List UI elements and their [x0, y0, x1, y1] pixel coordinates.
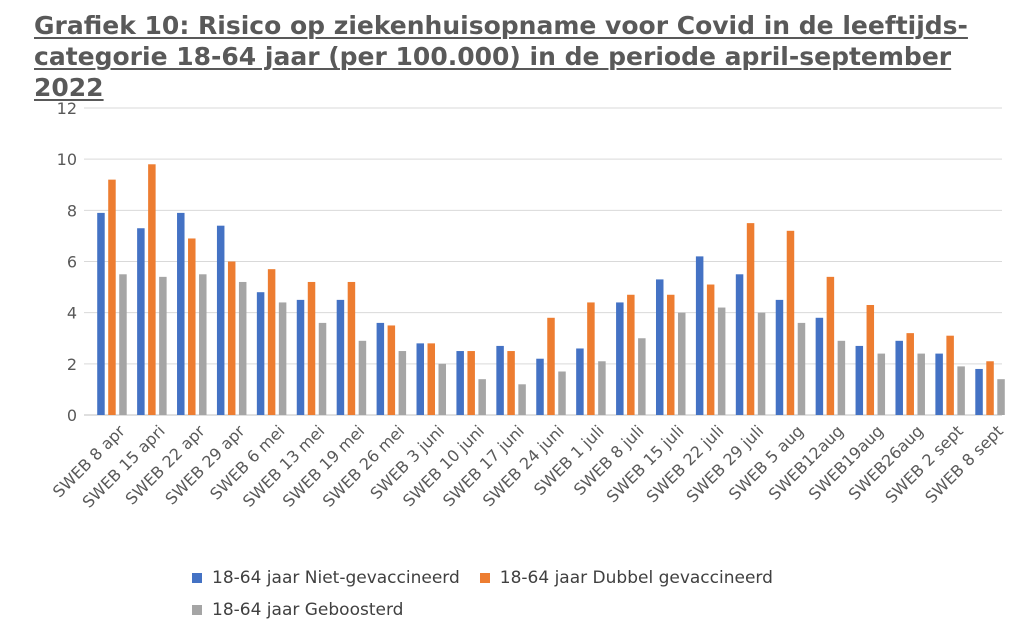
bar — [416, 343, 425, 415]
bar — [119, 274, 127, 415]
legend-label-dubbel-gevaccineerd: 18-64 jaar Dubbel gevaccineerd — [499, 568, 773, 588]
legend-swatch-niet-gevaccineerd — [192, 573, 202, 583]
bar — [598, 361, 606, 415]
y-tick-label: 6 — [67, 253, 77, 272]
bar — [227, 261, 236, 415]
legend-row-1: 18-64 jaar Niet-gevaccineerd 18-64 jaar … — [192, 568, 793, 588]
bar — [706, 284, 715, 415]
bar — [336, 299, 345, 415]
bar — [496, 345, 504, 415]
bar — [199, 274, 207, 415]
bar — [837, 340, 846, 415]
bar — [797, 322, 806, 415]
bar — [347, 281, 356, 415]
bar — [307, 281, 316, 415]
y-tick-label: 10 — [57, 150, 77, 169]
bar — [677, 312, 686, 415]
bar — [296, 299, 305, 415]
bar — [159, 276, 167, 415]
y-tick-label: 12 — [57, 99, 77, 118]
bar — [438, 363, 447, 415]
bar — [427, 343, 436, 415]
y-tick-label: 0 — [67, 406, 77, 425]
bar — [975, 368, 983, 415]
bar — [935, 353, 943, 415]
bar — [746, 223, 755, 415]
bar — [957, 366, 965, 415]
bar — [986, 361, 994, 415]
bar — [627, 294, 635, 415]
bar — [695, 256, 704, 415]
legend-row-2: 18-64 jaar Geboosterd — [192, 600, 423, 620]
bar — [137, 228, 145, 415]
legend-swatch-geboosterd — [192, 605, 202, 615]
bar — [456, 351, 464, 415]
bar — [877, 353, 886, 415]
bar — [238, 281, 247, 415]
bar — [895, 340, 903, 415]
bar — [536, 358, 544, 415]
bar — [855, 345, 864, 415]
bar — [576, 348, 584, 415]
legend-label-geboosterd: 18-64 jaar Geboosterd — [212, 600, 404, 620]
bar — [866, 304, 875, 415]
bar — [717, 307, 726, 415]
legend-swatch-dubbel-gevaccineerd — [479, 573, 490, 583]
bar — [256, 292, 265, 415]
bar — [815, 317, 824, 415]
bar — [666, 294, 675, 415]
bar — [278, 302, 287, 415]
bar — [188, 238, 196, 415]
bar — [946, 335, 954, 415]
bar — [507, 351, 515, 415]
bar — [398, 351, 407, 415]
bar — [775, 299, 784, 415]
bar — [917, 353, 925, 415]
legend-item-niet-gevaccineerd: 18-64 jaar Niet-gevaccineerd — [192, 568, 460, 588]
bar — [148, 164, 156, 415]
bar — [518, 384, 526, 415]
bar — [478, 379, 486, 415]
bar — [376, 322, 385, 415]
bar — [786, 230, 795, 415]
bar — [467, 351, 475, 415]
bar — [177, 212, 185, 415]
legend-item-dubbel-gevaccineerd: 18-64 jaar Dubbel gevaccineerd — [479, 568, 773, 588]
bar — [906, 333, 914, 415]
bar — [547, 317, 555, 415]
chart-title: Grafiek 10: Risico op ziekenhuisopname v… — [34, 11, 968, 102]
bar — [638, 338, 646, 415]
y-tick-label: 8 — [67, 201, 77, 220]
y-tick-label: 4 — [67, 304, 77, 323]
bar — [387, 325, 396, 415]
bar — [97, 212, 105, 415]
bar — [108, 179, 116, 415]
bar — [757, 312, 766, 415]
bar — [826, 276, 835, 415]
bar — [558, 371, 566, 415]
bar — [358, 340, 367, 415]
bar — [587, 302, 595, 415]
legend-label-niet-gevaccineerd: 18-64 jaar Niet-gevaccineerd — [212, 568, 460, 588]
bar — [318, 322, 327, 415]
bar — [735, 274, 744, 415]
bar — [655, 279, 664, 415]
y-tick-label: 2 — [67, 355, 77, 374]
bar — [216, 225, 225, 415]
legend-item-geboosterd: 18-64 jaar Geboosterd — [192, 600, 403, 620]
bar — [616, 302, 624, 415]
bar — [997, 379, 1005, 415]
bar — [267, 269, 276, 415]
